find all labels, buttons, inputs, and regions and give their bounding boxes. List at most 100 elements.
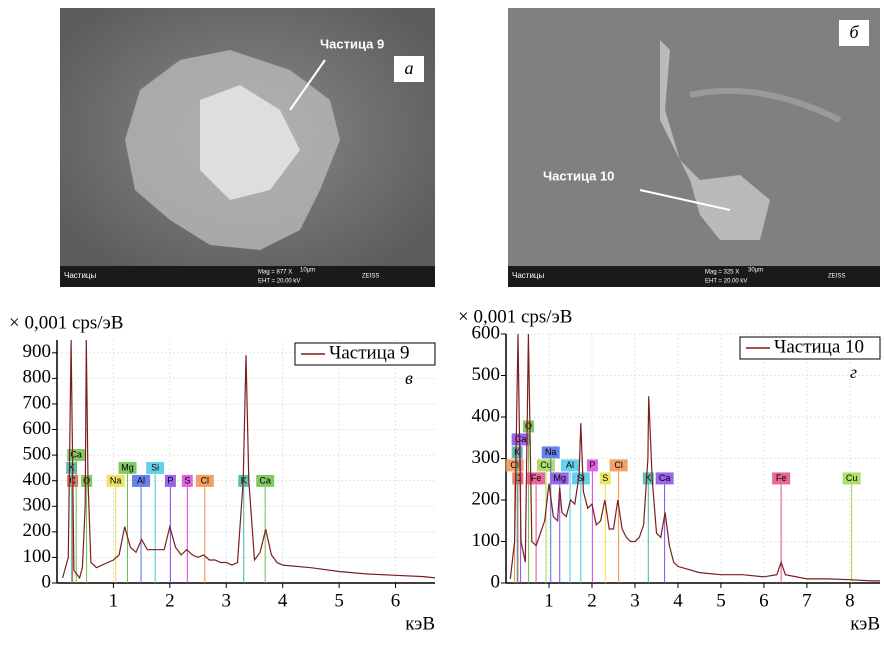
element-label: Mg <box>553 473 566 483</box>
mag-text: Mag = 325 X <box>705 270 739 276</box>
brand-text: ZEISS <box>828 274 845 280</box>
element-box <box>523 420 535 433</box>
y-tick-label: 600 <box>23 418 52 439</box>
x-tick-label: 5 <box>716 590 726 611</box>
legend-box <box>294 342 436 366</box>
element-box <box>67 448 86 461</box>
x-tick-label: 6 <box>391 590 401 611</box>
y-tick-label: 500 <box>472 364 501 385</box>
particle-label: Частица 9 <box>320 36 384 51</box>
eht-text: EHT = 20.00 kV <box>705 279 747 285</box>
element-label: Fe <box>531 473 542 483</box>
panel-label: г <box>850 362 857 382</box>
element-box <box>571 472 590 485</box>
panel-label: б <box>849 22 859 42</box>
y-axis-label: × 0,001 cps/эВ <box>458 306 572 327</box>
y-tick-label: 600 <box>472 322 501 343</box>
chart: 0 100 200 300 400 500 600 1 2 3 4 5 6 7 8 × 0,001 cps/э… <box>458 306 881 634</box>
x-tick-label: 3 <box>630 590 640 611</box>
element-label: Si <box>577 473 585 483</box>
y-tick-label: 200 <box>472 488 501 509</box>
y-tick-label: 100 <box>472 530 501 551</box>
element-box <box>561 459 580 472</box>
x-tick-label: 8 <box>845 590 855 611</box>
element-box <box>599 472 611 485</box>
x-tick-label: 4 <box>278 590 288 611</box>
x-tick-label: 4 <box>673 590 683 611</box>
element-label: Cl <box>510 460 519 470</box>
element-label: C <box>515 473 522 483</box>
y-tick-label: 300 <box>472 447 501 468</box>
element-label: O <box>525 421 532 431</box>
element-box <box>586 459 598 472</box>
mag-text: Mag = 877 X <box>258 270 292 276</box>
element-box <box>527 472 546 485</box>
legend-label: Частица 9 <box>329 342 410 363</box>
x-tick-label: 3 <box>222 590 232 611</box>
eht-text: EHT = 20.00 kV <box>258 279 300 285</box>
particle-label: Частица 10 <box>543 168 614 183</box>
element-box <box>655 472 674 485</box>
element-label: P <box>167 475 173 485</box>
element-label: Ca <box>259 475 271 485</box>
x-tick-label: 5 <box>334 590 344 611</box>
element-box <box>256 474 275 487</box>
element-box <box>511 446 523 459</box>
element-label: K <box>69 462 75 472</box>
element-label: Na <box>545 447 557 457</box>
sem-image: Частица 10 б Частицы Mag = 325 X EHT = 2… <box>508 8 880 287</box>
element-label: S <box>602 473 608 483</box>
element-label: Cl <box>201 475 210 485</box>
x-tick-label: 1 <box>109 590 119 611</box>
spectrum-line <box>62 339 436 580</box>
x-tick-label: 2 <box>165 590 175 611</box>
y-tick-label: 800 <box>23 367 52 388</box>
element-box <box>146 461 165 474</box>
element-label: Cu <box>846 473 858 483</box>
legend-box <box>739 336 881 360</box>
y-tick-label: 0 <box>491 571 501 592</box>
panel-label: в <box>405 368 413 388</box>
element-label: Ca <box>70 449 82 459</box>
element-box <box>609 459 628 472</box>
sem-image: Частица 9 а Частицы Mag = 877 X EHT = 20… <box>60 8 435 287</box>
x-axis-label: кэВ <box>405 613 435 634</box>
x-tick-label: 2 <box>587 590 597 611</box>
bar-text: Частицы <box>64 271 96 280</box>
bar-text: Частицы <box>512 271 544 280</box>
element-box <box>118 461 137 474</box>
element-box <box>164 474 176 487</box>
y-tick-label: 500 <box>23 443 52 464</box>
y-tick-label: 700 <box>23 392 52 413</box>
element-label: Ca <box>659 473 671 483</box>
element-label: K <box>645 473 651 483</box>
element-label: P <box>589 460 595 470</box>
x-tick-label: 7 <box>802 590 812 611</box>
element-box <box>505 459 524 472</box>
y-tick-label: 100 <box>23 546 52 567</box>
spectrum-line <box>509 333 880 582</box>
y-tick-label: 0 <box>42 571 52 592</box>
x-tick-label: 1 <box>544 590 554 611</box>
y-tick-label: 300 <box>23 495 52 516</box>
element-box <box>772 472 791 485</box>
element-label: Na <box>110 475 122 485</box>
y-tick-label: 400 <box>472 405 501 426</box>
element-box <box>181 474 193 487</box>
y-tick-label: 400 <box>23 469 52 490</box>
element-box <box>642 472 654 485</box>
element-label: S <box>184 475 190 485</box>
element-box <box>842 472 861 485</box>
element-label: Cl <box>614 460 623 470</box>
scale-text: 30µm <box>748 268 763 274</box>
element-label: Al <box>566 460 574 470</box>
element-box <box>512 472 524 485</box>
element-box <box>195 474 214 487</box>
element-label: Ca <box>515 434 527 444</box>
x-tick-label: 6 <box>759 590 769 611</box>
element-label: Cu <box>540 460 552 470</box>
element-box <box>132 474 151 487</box>
element-box <box>541 446 560 459</box>
chart: 0 100 200 300 400 500 600 700 800 900 1 2 3 4 5 6 × 0,00… <box>9 312 436 634</box>
